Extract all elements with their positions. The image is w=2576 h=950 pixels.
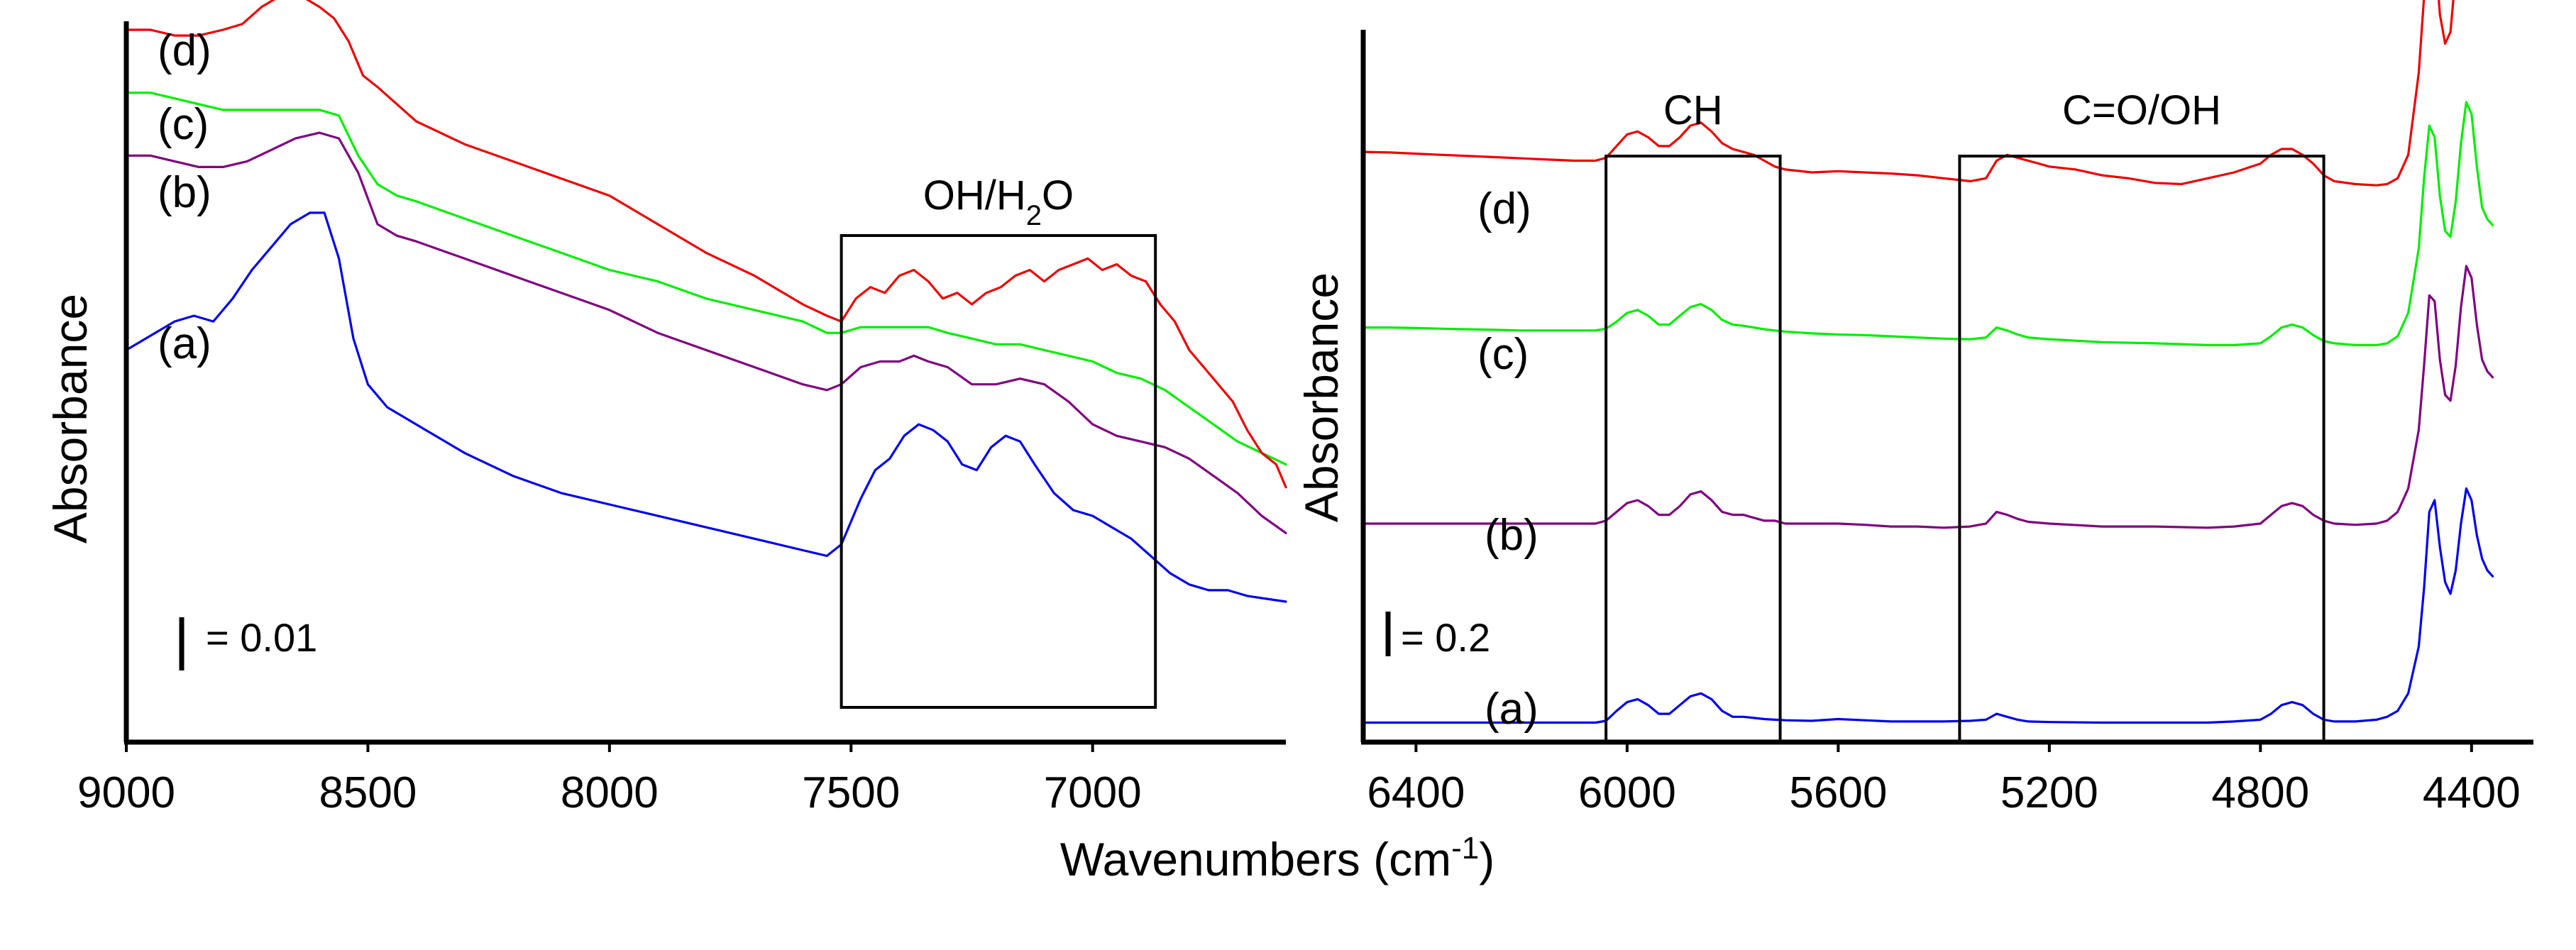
left-ylabel: Absorbance: [44, 294, 97, 543]
shared-xlabel: Wavenumbers (cm-1): [1060, 831, 1495, 886]
oh-h2o-label-sub: 2: [1026, 200, 1042, 231]
left-series-group: [125, 0, 1287, 603]
right-series-b-line: [1362, 265, 2494, 529]
left-panel: OH/H2O 9000 8500 8000 7500 7000 Absorbance =…: [44, 0, 1287, 817]
left-x-ticks: 9000 8500 8000 7500 7000: [77, 742, 1142, 817]
right-xtick-label-4400: 4400: [2423, 768, 2521, 817]
left-xtick-label-9000: 9000: [77, 768, 175, 817]
left-scale-text: = 0.01: [206, 615, 317, 660]
left-xtick-label-8500: 8500: [319, 768, 417, 817]
right-label-d: (d): [1477, 184, 1531, 233]
right-xtick-label-4800: 4800: [2211, 768, 2309, 817]
left-label-d: (d): [158, 26, 211, 75]
xlabel-base: Wavenumbers (cm: [1060, 833, 1451, 885]
oh-h2o-label-base: OH/H: [923, 172, 1026, 219]
oh-h2o-label-end: O: [1042, 172, 1074, 219]
right-label-a: (a): [1485, 685, 1539, 734]
left-xtick-label-8000: 8000: [561, 768, 659, 817]
left-series-d-line: [125, 0, 1287, 489]
left-label-c: (c): [158, 100, 209, 149]
right-x-ticks: 6400 6000 5600 5200 4800 4400: [1367, 742, 2521, 817]
ch-box: [1605, 155, 1782, 744]
right-label-c: (c): [1477, 330, 1529, 379]
left-xtick-label-7500: 7500: [802, 768, 900, 817]
right-series-c-line: [1362, 101, 2494, 346]
right-ylabel: Absorbance: [1295, 272, 1348, 522]
co-oh-box: [1958, 155, 2325, 744]
right-series-d-line: [1362, 0, 2455, 187]
right-xtick-label-5200: 5200: [2000, 768, 2098, 817]
co-oh-label: C=O/OH: [2062, 87, 2221, 133]
right-xtick-label-5600: 5600: [1789, 768, 1887, 817]
left-label-a: (a): [158, 319, 211, 368]
left-series-a-line: [125, 211, 1287, 603]
ch-label: CH: [1663, 87, 1723, 133]
right-panel: CH C=O/OH 6400 6000 5600 5200 4800 4400 Absor…: [1295, 0, 2533, 817]
oh-h2o-box: [840, 234, 1157, 709]
xlabel-sup: -1: [1451, 831, 1479, 866]
right-xtick-label-6000: 6000: [1578, 768, 1676, 817]
left-label-b: (b): [158, 168, 211, 217]
right-series-a-line: [1362, 487, 2494, 724]
right-scale-text: = 0.2: [1401, 615, 1490, 660]
left-series-c-line: [125, 92, 1287, 466]
right-xtick-label-6400: 6400: [1367, 768, 1465, 817]
left-series-b-line: [125, 131, 1287, 534]
oh-h2o-label: OH/H2O: [923, 172, 1074, 231]
right-label-b: (b): [1485, 511, 1539, 560]
right-series-group: [1362, 0, 2494, 724]
left-xtick-label-7000: 7000: [1044, 768, 1142, 817]
xlabel-close: ): [1479, 833, 1495, 885]
